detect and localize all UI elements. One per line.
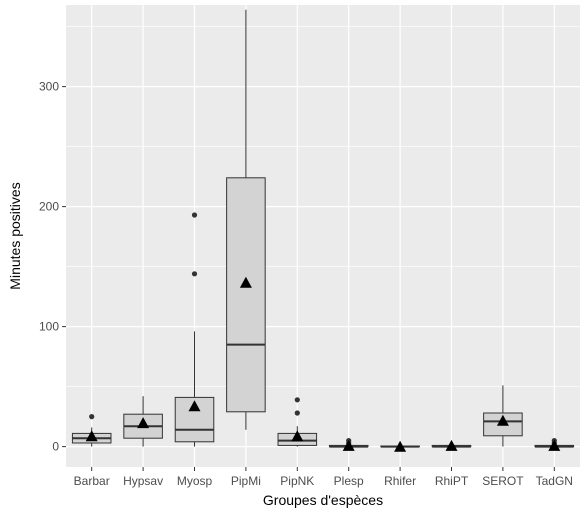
box-group-hypsav	[123, 396, 163, 447]
x-tick-label: Barbar	[74, 474, 110, 488]
x-tick-label: PipMi	[231, 474, 261, 488]
mean-marker	[188, 400, 201, 412]
outlier-point	[191, 271, 198, 277]
y-tick-label: 100	[39, 320, 59, 334]
x-tick-label: Myosp	[177, 474, 213, 488]
x-tick-label: RhiPT	[435, 474, 469, 488]
box-iqr	[226, 177, 266, 413]
outlier-point	[191, 212, 198, 218]
x-tick-label: TadGN	[536, 474, 573, 488]
box-group-barbar	[71, 414, 112, 447]
x-tick-label: Rhifer	[384, 474, 416, 488]
box-group-rhifer	[380, 440, 420, 452]
y-axis-title: Minutes positives	[7, 182, 23, 289]
box-group-serot	[483, 385, 523, 447]
y-tick-label: 200	[39, 200, 59, 214]
mean-marker	[548, 439, 561, 451]
mean-marker	[394, 440, 407, 452]
box-group-tadgn	[534, 438, 575, 451]
box-group-pipnk	[277, 397, 318, 447]
mean-marker	[239, 276, 252, 288]
plot-panel	[66, 5, 580, 467]
outlier-point	[294, 397, 300, 403]
mean-marker	[445, 439, 458, 451]
x-tick-label: Hypsav	[123, 474, 163, 488]
x-tick-label: Plesp	[334, 474, 364, 488]
box-group-myosp	[174, 212, 215, 447]
mean-marker	[342, 439, 355, 451]
marks-layer	[71, 9, 575, 452]
mean-marker	[137, 417, 150, 429]
outlier-point	[89, 414, 95, 420]
x-axis-title: Groupes d'espèces	[263, 492, 383, 508]
box-group-rhipt	[431, 439, 472, 451]
x-tick-label: PipNK	[280, 474, 314, 488]
box-group-plesp	[328, 438, 369, 451]
y-tick-label: 0	[52, 440, 59, 454]
y-tick-label: 300	[39, 80, 59, 94]
mean-marker	[291, 430, 304, 442]
x-tick-label: SEROT	[482, 474, 524, 488]
mean-marker	[85, 430, 98, 442]
outlier-point	[294, 410, 300, 416]
box-group-pipmi	[226, 9, 266, 430]
mean-marker	[496, 414, 509, 426]
axis-layer: 0 100 200 300 Barbar Hypsav Myosp PipMi PipNK Ple…	[39, 80, 573, 488]
